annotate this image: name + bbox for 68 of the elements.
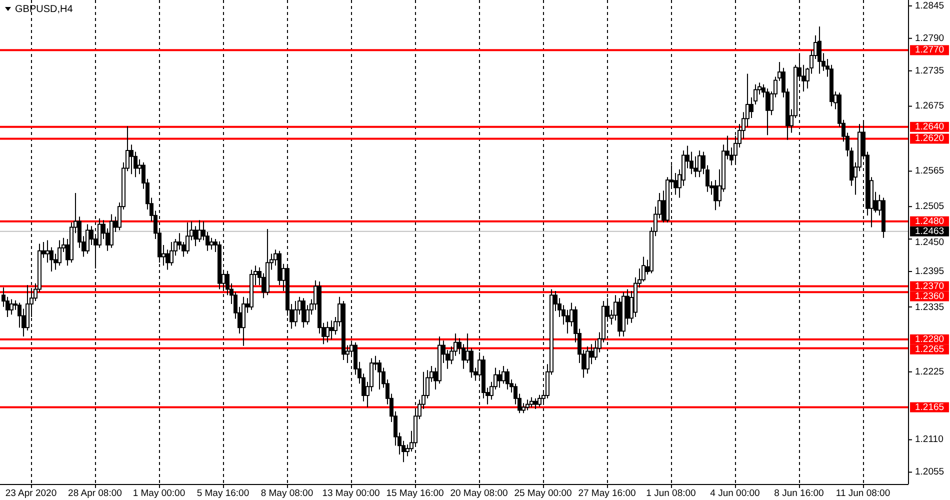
- candlestick: [586, 346, 590, 374]
- candlestick: [170, 242, 174, 266]
- x-tick-label: 1 May 00:00: [132, 488, 186, 499]
- ref-line-label: 1.2165: [915, 402, 944, 413]
- candlestick: [766, 88, 770, 136]
- candlestick: [302, 298, 306, 328]
- x-tick-label: 8 May 08:00: [260, 488, 314, 499]
- candlestick: [242, 296, 246, 346]
- x-tick-label: 23 Apr 2020: [5, 488, 57, 499]
- ref-line-label: 1.2265: [915, 344, 944, 355]
- x-tick-label: 1 Jun 08:00: [646, 488, 696, 499]
- candlestick: [530, 396, 534, 408]
- ref-line-label: 1.2463: [915, 226, 944, 237]
- ref-line-label: 1.2280: [915, 334, 944, 345]
- y-tick-label: 1.2790: [915, 32, 944, 44]
- candlestick: [818, 26, 822, 74]
- candlestick: [378, 360, 382, 390]
- y-tick-label: 1.2505: [915, 201, 944, 212]
- candlestick: [294, 300, 298, 327]
- candlestick: [86, 224, 90, 254]
- candlestick: [714, 180, 718, 211]
- candlestick: [698, 150, 702, 178]
- y-tick-label: 1.2675: [915, 100, 944, 112]
- candlestick: [194, 226, 198, 247]
- y-tick-label: 1.2845: [915, 0, 944, 12]
- y-tick-label: 1.2335: [915, 302, 944, 313]
- candlestick: [186, 222, 190, 254]
- y-tick-label: 1.2395: [915, 266, 944, 278]
- candlestick: [326, 321, 330, 343]
- candlestick: [330, 320, 334, 340]
- candlestick: [526, 399, 530, 411]
- candlestick: [130, 144, 134, 175]
- y-tick-label: 1.2735: [915, 65, 944, 76]
- x-tick-label: 15 May 16:00: [386, 488, 444, 499]
- x-tick-label: 25 May 00:00: [514, 488, 572, 499]
- x-tick-label: 20 May 08:00: [450, 488, 508, 499]
- candlestick: [498, 370, 502, 388]
- ref-line-label: 1.2370: [915, 280, 944, 292]
- ref-line-label: 1.2770: [915, 44, 944, 56]
- candlestick: [534, 398, 538, 410]
- candlestick: [10, 298, 14, 316]
- x-tick-label: 28 Apr 08:00: [68, 488, 122, 499]
- candlestick: [46, 240, 50, 264]
- candlestick: [694, 156, 698, 178]
- x-tick-label: 11 Jun 08:00: [836, 488, 890, 499]
- x-tick-label: 4 Jun 00:00: [710, 488, 760, 499]
- candlestick: [198, 220, 202, 242]
- candlestick: [566, 309, 570, 334]
- y-tick-label: 1.2565: [915, 166, 944, 177]
- ref-line-label: 1.2620: [915, 133, 944, 144]
- y-tick-label: 1.2055: [915, 466, 944, 478]
- y-tick-label: 1.2450: [915, 236, 944, 248]
- x-tick-label: 8 Jun 16:00: [774, 488, 824, 499]
- y-tick-label: 1.2110: [915, 434, 944, 446]
- x-tick-label: 27 May 16:00: [578, 488, 636, 499]
- candlestick: [210, 237, 214, 250]
- candlestick: [506, 368, 510, 390]
- ref-line-label: 1.2640: [915, 121, 944, 132]
- x-tick-label: 5 May 16:00: [196, 488, 250, 499]
- candlestick: [502, 365, 506, 384]
- candlestick: [110, 214, 114, 248]
- candlestick: [166, 249, 170, 270]
- ref-line-label: 1.2360: [915, 290, 944, 302]
- candlestick: [58, 240, 62, 266]
- y-tick-label: 1.2225: [915, 366, 944, 378]
- chart-title: GBPUSD,H4: [15, 4, 74, 15]
- x-tick-label: 13 May 00:00: [322, 488, 380, 499]
- ref-line-label: 1.2480: [915, 216, 944, 227]
